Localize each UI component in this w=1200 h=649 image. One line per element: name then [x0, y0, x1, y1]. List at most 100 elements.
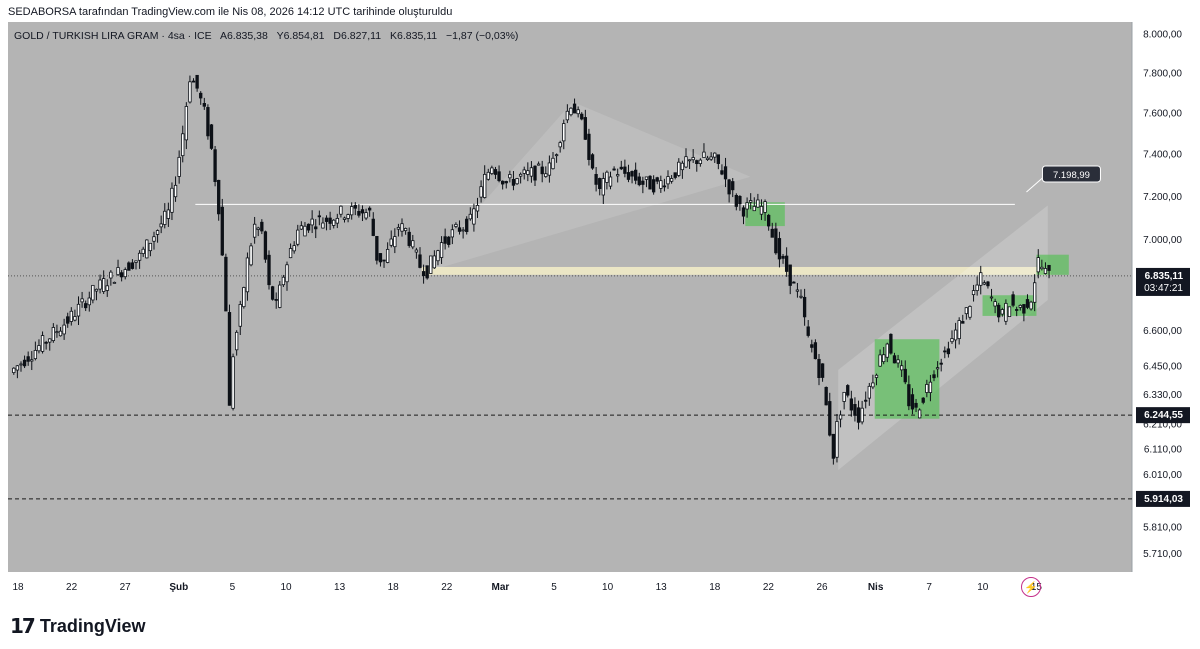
candle-body: [213, 149, 217, 182]
candle-body: [594, 174, 598, 185]
candle-body: [849, 398, 853, 411]
candle-body: [407, 231, 411, 246]
candle-body: [184, 106, 188, 141]
x-tick-label: 7: [926, 582, 932, 593]
price-chart[interactable]: 8.000,00 7.800,00 7.600,00 7.400,00 7.200,00…: [0, 22, 1200, 600]
candle-body: [411, 240, 415, 248]
candle-body: [767, 214, 771, 227]
candle-body: [939, 362, 943, 365]
candle-body: [810, 344, 814, 348]
candle-body: [669, 178, 674, 182]
candle-body: [22, 359, 27, 367]
candle-body: [37, 345, 41, 352]
x-tick-label: 5: [230, 582, 236, 593]
candle-body: [414, 249, 419, 253]
candle-body: [504, 181, 508, 184]
candle-body: [454, 223, 458, 227]
close-value: K6.835,11: [390, 30, 438, 42]
candle-body: [389, 238, 393, 246]
candle-body: [511, 179, 516, 186]
candle-body: [252, 223, 257, 238]
candle-body: [166, 209, 171, 219]
candle-body: [874, 374, 879, 378]
candle-body: [357, 211, 361, 216]
x-tick-label: 18: [12, 582, 24, 593]
candle-body: [51, 327, 55, 342]
candle-body: [795, 289, 800, 292]
candle-body: [982, 282, 986, 285]
candle-body: [195, 74, 199, 89]
candle-body: [364, 212, 368, 219]
x-tick-label: 22: [763, 582, 775, 593]
candle-body: [630, 171, 634, 177]
x-tick-label: 5: [551, 582, 557, 593]
candle-body: [759, 206, 764, 215]
lightning-icon[interactable]: ⚡: [1021, 577, 1041, 597]
x-tick-label: 22: [441, 582, 453, 593]
candle-body: [33, 349, 38, 360]
x-tick-label: 13: [334, 582, 346, 593]
candle-body: [73, 316, 77, 321]
high-value: Y6.854,81: [276, 30, 325, 42]
candle-body: [306, 223, 311, 231]
candle-body: [677, 161, 681, 176]
candle-body: [48, 338, 52, 343]
candle-body: [350, 206, 354, 216]
candle-body: [296, 229, 300, 245]
candle-body: [695, 160, 699, 165]
candle-body: [734, 194, 738, 207]
candle-body: [403, 228, 408, 232]
y-tick-label: 7.200,00: [1143, 192, 1182, 203]
last-price-tag-text: 03:47:21: [1144, 283, 1183, 294]
x-tick-label: 10: [977, 582, 989, 593]
candle-body: [181, 133, 185, 157]
candle-body: [1018, 304, 1022, 308]
candle-body: [896, 359, 900, 364]
candle-body: [878, 354, 882, 367]
candle-body: [1000, 309, 1004, 315]
candle-body: [637, 176, 641, 186]
candle-body: [324, 217, 329, 222]
candle-body: [443, 236, 447, 244]
candle-body: [188, 81, 192, 103]
candle-body: [659, 180, 663, 189]
candle-body: [270, 286, 275, 300]
chart-frame[interactable]: 8.000,00 7.800,00 7.600,00 7.400,00 7.200,00…: [0, 22, 1200, 600]
candle-body: [439, 242, 444, 258]
candle-body: [515, 178, 519, 185]
candle-body: [828, 401, 832, 436]
candle-body: [616, 174, 620, 177]
y-tick-label: 8.000,00: [1143, 30, 1182, 41]
candle-body: [1033, 282, 1037, 303]
candle-body: [1043, 268, 1048, 274]
candle-body: [483, 173, 487, 198]
candle-body: [601, 178, 605, 196]
candle-body: [547, 162, 552, 176]
candle-body: [170, 187, 174, 213]
candle-body: [634, 169, 638, 181]
candle-body: [159, 223, 163, 228]
accumulation-box: [1036, 254, 1069, 275]
candle-body: [30, 359, 34, 362]
candle-body: [472, 208, 476, 225]
tradingview-logo[interactable]: 17 TradingView: [10, 614, 146, 638]
candle-body: [127, 262, 131, 271]
candle-body: [961, 321, 965, 324]
candle-body: [587, 133, 591, 160]
candle-body: [907, 384, 911, 407]
candle-body: [666, 176, 670, 185]
candle-body: [533, 165, 537, 181]
candle-body: [235, 331, 239, 351]
candle-body: [1022, 304, 1026, 314]
candle-body: [303, 225, 307, 237]
candle-body: [1047, 264, 1051, 271]
candle-body: [626, 172, 631, 180]
candle-body: [540, 166, 544, 175]
candle-body: [957, 320, 961, 340]
candle-body: [698, 159, 703, 165]
candle-body: [986, 281, 990, 287]
candle-body: [105, 285, 109, 291]
candle-body: [784, 255, 789, 272]
level-price-tag: [1136, 490, 1190, 507]
candle-body: [817, 358, 821, 378]
